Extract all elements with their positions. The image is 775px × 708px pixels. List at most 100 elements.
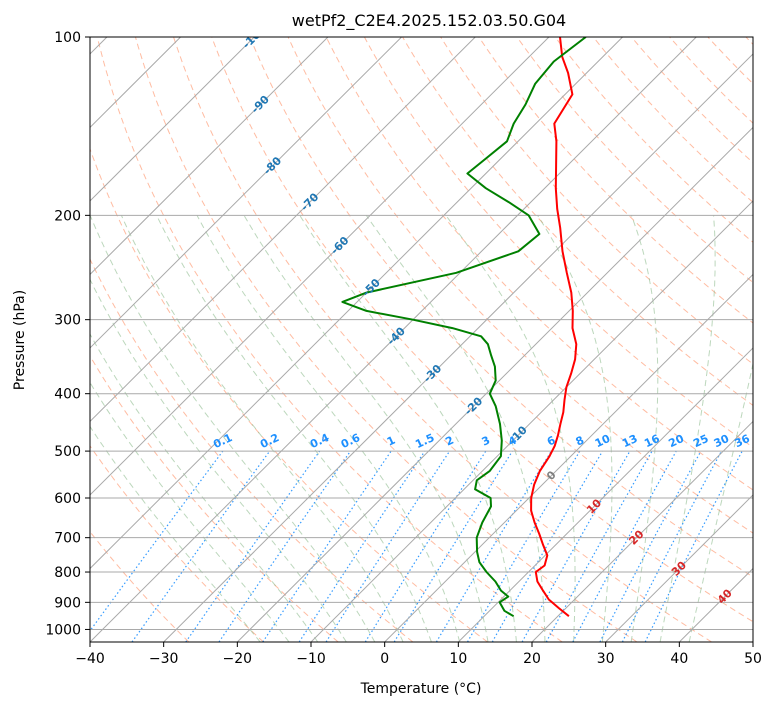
plot-frame: [89, 36, 754, 643]
moist-adiabat: [90, 215, 376, 642]
mixing-ratio-line: [491, 450, 604, 642]
isotherm-line: [678, 567, 753, 642]
dry-adiabat: [363, 37, 753, 448]
isotherm-line: [531, 420, 753, 642]
mixing-ratio-label: 13: [620, 432, 639, 450]
y-tick-label: 700: [54, 531, 81, 547]
mixing-ratio-line: [131, 450, 271, 642]
data-layer: [341, 37, 587, 618]
isotherm-line: [90, 37, 255, 202]
mixing-ratio-label: 36: [733, 432, 753, 450]
mixing-ratio-line: [364, 450, 487, 642]
mixing-ratio-label: 30: [712, 432, 732, 450]
dry-adiabat: [771, 24, 775, 642]
moist-adiabat: [120, 215, 404, 642]
mixing-ratio-line: [521, 450, 631, 642]
y-tick-label: 100: [54, 30, 81, 46]
x-tick-label: −20: [223, 651, 253, 667]
y-tick-label: 900: [54, 595, 81, 611]
dry-adiabat: [90, 445, 264, 642]
mixing-ratio-label: 2: [443, 434, 455, 449]
moist-adiabat: [537, 215, 613, 642]
mixing-ratio-line: [185, 450, 321, 642]
mixing-ratio-label: 0.4: [308, 431, 331, 451]
x-tick-label: 30: [597, 651, 615, 667]
dry-adiabat: [90, 355, 339, 642]
mixing-ratio-label: 25: [691, 432, 710, 450]
label-layer: -100-90-80-70-60-50-40-30-20-10010203040…: [211, 37, 753, 607]
moist-adiabat: [243, 215, 489, 642]
isotherm-line: [236, 126, 753, 642]
mixing-ratio-label: 20: [667, 432, 687, 450]
dry-adiabat: [287, 37, 753, 534]
moist-adiabat: [299, 215, 517, 642]
y-tick-label: 800: [54, 565, 81, 581]
moist-adiabat: [630, 215, 659, 642]
isotherm-line: [90, 37, 329, 276]
isotherm-line: [90, 37, 476, 423]
plot-area: [90, 24, 775, 642]
isotherm-line: [90, 37, 623, 570]
dry-adiabat: [516, 37, 753, 284]
isotherm-line: [90, 37, 697, 642]
mixing-ratio-label: 0.6: [339, 431, 362, 451]
x-tick-label: −10: [296, 651, 326, 667]
dry-adiabat: [90, 258, 414, 642]
chart-title: wetPf2_C2E4.2025.152.03.50.G04: [292, 11, 566, 31]
dry-adiabat: [96, 37, 563, 642]
isotherm-line: [90, 37, 550, 496]
x-axis-title: Temperature (°C): [360, 681, 482, 697]
moist-adiabat: [90, 333, 319, 642]
moist-adiabat: [196, 215, 461, 642]
x-tick-label: 50: [744, 651, 762, 667]
moist-adiabat: [445, 215, 576, 642]
x-tick-label: −30: [149, 651, 179, 667]
mixing-ratio-label: 8: [574, 434, 586, 449]
mixing-ratio-line: [435, 450, 552, 642]
mixing-ratio-label: 0.2: [258, 431, 281, 451]
x-tick-label: −40: [75, 651, 105, 667]
moist-adiabat: [90, 425, 261, 642]
dry-adiabat: [134, 37, 638, 642]
dry-adiabat: [325, 37, 753, 491]
y-tick-label: 1000: [45, 622, 81, 638]
dry-adiabat: [90, 147, 488, 642]
dewpoint-trace: [341, 37, 587, 618]
moist-adiabat: [90, 278, 347, 642]
mixing-ratio-label: 3: [480, 434, 492, 449]
mixing-ratio-label: 10: [593, 432, 613, 450]
dry-adiabat: [440, 37, 753, 365]
moist-adiabat: [90, 381, 290, 642]
mixing-ratio-line: [325, 450, 451, 642]
dry-adiabat: [249, 37, 753, 578]
x-tick-label: 40: [670, 651, 688, 667]
dry-adiabat: [401, 37, 753, 407]
mixing-ratio-label: 1.5: [413, 431, 436, 451]
mixing-ratio-label: 0.1: [211, 431, 234, 451]
dry-adiabat: [90, 530, 190, 642]
mixing-ratio-line: [599, 450, 702, 642]
dry-adiabat: [745, 37, 753, 46]
temperature-trace: [530, 37, 578, 617]
mixing-ratio-label: 1: [385, 434, 397, 449]
isotherm-line: [605, 494, 753, 642]
moist-adiabat: [688, 361, 753, 642]
y-tick-label: 200: [54, 208, 81, 224]
x-tick-label: 10: [449, 651, 467, 667]
mixing-ratio-line: [393, 450, 513, 642]
y-axis-title: Pressure (hPa): [12, 290, 28, 390]
dry-adiabat: [668, 37, 753, 124]
isotherm-line: [310, 200, 753, 642]
mixing-ratio-line: [218, 450, 351, 642]
y-tick-label: 600: [54, 491, 81, 507]
x-tick-label: 0: [380, 651, 389, 667]
x-tick-label: 20: [523, 651, 541, 667]
isotherm-line: [752, 641, 753, 642]
isotherm-line: [90, 37, 402, 349]
y-tick-label: 300: [54, 313, 81, 329]
axes: −40 −30 −20 −10 0 10 20 30 40 50 100 200 300 400 500 60…: [45, 30, 762, 667]
mixing-ratio-line: [466, 450, 581, 642]
mixing-ratio-label: 16: [642, 432, 662, 450]
moist-adiabat: [659, 215, 716, 642]
